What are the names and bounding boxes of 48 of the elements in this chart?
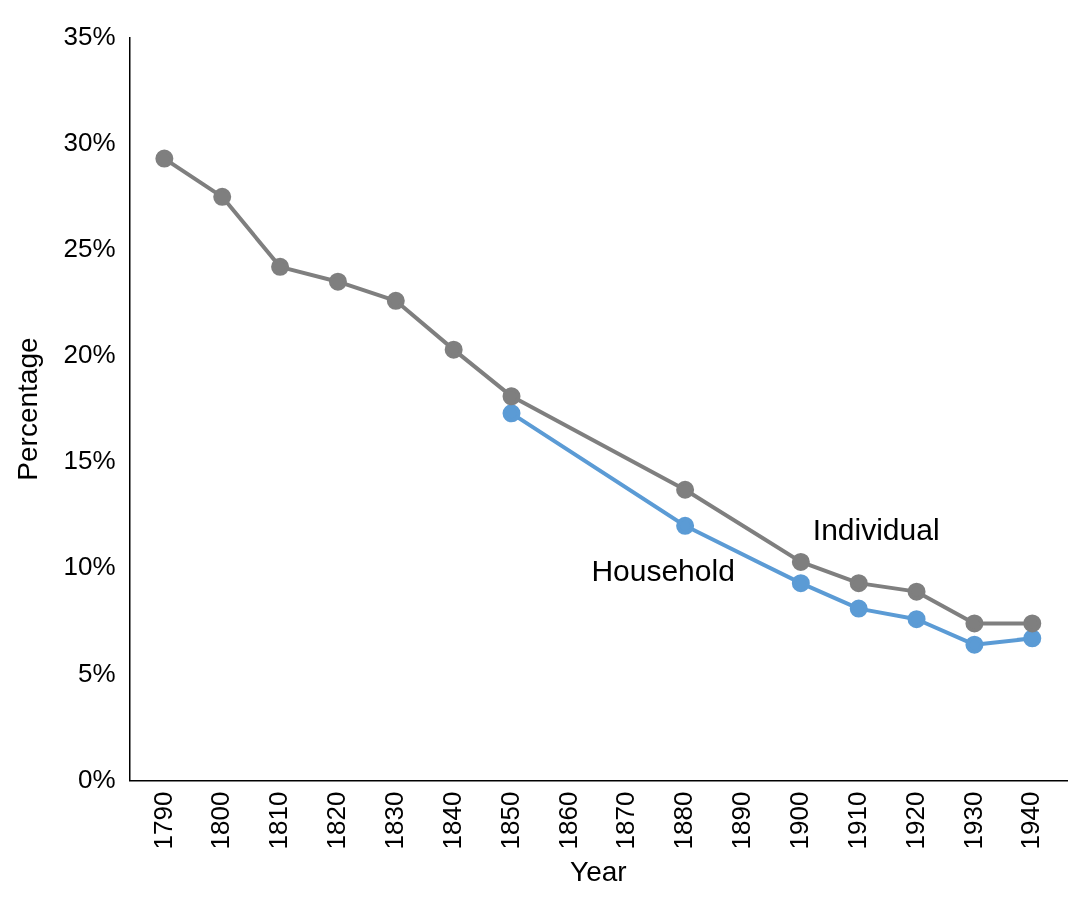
point — [1023, 614, 1042, 633]
x-tick-label: 1910 — [841, 791, 872, 850]
point — [907, 582, 926, 601]
point — [849, 599, 868, 618]
point — [907, 610, 926, 629]
point — [444, 340, 463, 359]
point — [791, 552, 810, 571]
point — [328, 272, 347, 291]
x-tick-label: 1790 — [147, 791, 178, 850]
x-tick-label: 1830 — [378, 791, 409, 850]
x-tick-label: 1940 — [1015, 791, 1046, 850]
x-tick-label: 1930 — [957, 791, 988, 850]
point — [965, 614, 984, 633]
point — [676, 480, 695, 499]
y-tick-label: 20% — [63, 339, 116, 370]
x-tick-label: 1890 — [726, 791, 757, 850]
y-tick-label: 0% — [78, 763, 116, 794]
point — [849, 574, 868, 593]
y-tick-label: 35% — [63, 20, 116, 51]
point — [271, 257, 290, 276]
series-label: Household — [591, 554, 735, 588]
point — [965, 635, 984, 654]
x-tick-label: 1870 — [610, 791, 641, 850]
x-tick-label: 1820 — [321, 791, 352, 850]
point — [213, 187, 232, 206]
y-tick-label: 25% — [63, 233, 116, 264]
x-tick-label: 1810 — [263, 791, 294, 850]
point — [1023, 629, 1042, 648]
x-tick-label: 1900 — [784, 791, 815, 850]
point — [791, 574, 810, 593]
point — [502, 404, 521, 423]
x-axis-title: Year — [570, 855, 627, 887]
y-tick-label: 5% — [78, 657, 116, 688]
point — [502, 387, 521, 406]
y-tick-label: 15% — [63, 445, 116, 476]
series-label: Individual — [812, 512, 940, 546]
x-tick-label: 1880 — [668, 791, 699, 850]
y-tick-label: 30% — [63, 126, 116, 157]
x-tick-label: 1850 — [494, 791, 525, 850]
x-tick-label: 1800 — [205, 791, 236, 850]
y-tick-label: 10% — [63, 551, 116, 582]
point — [676, 516, 695, 535]
x-tick-label: 1920 — [899, 791, 930, 850]
x-tick-label: 1840 — [436, 791, 467, 850]
point — [386, 291, 405, 310]
point — [155, 149, 174, 168]
y-axis-title: Percentage — [11, 337, 43, 481]
x-tick-label: 1860 — [552, 791, 583, 850]
